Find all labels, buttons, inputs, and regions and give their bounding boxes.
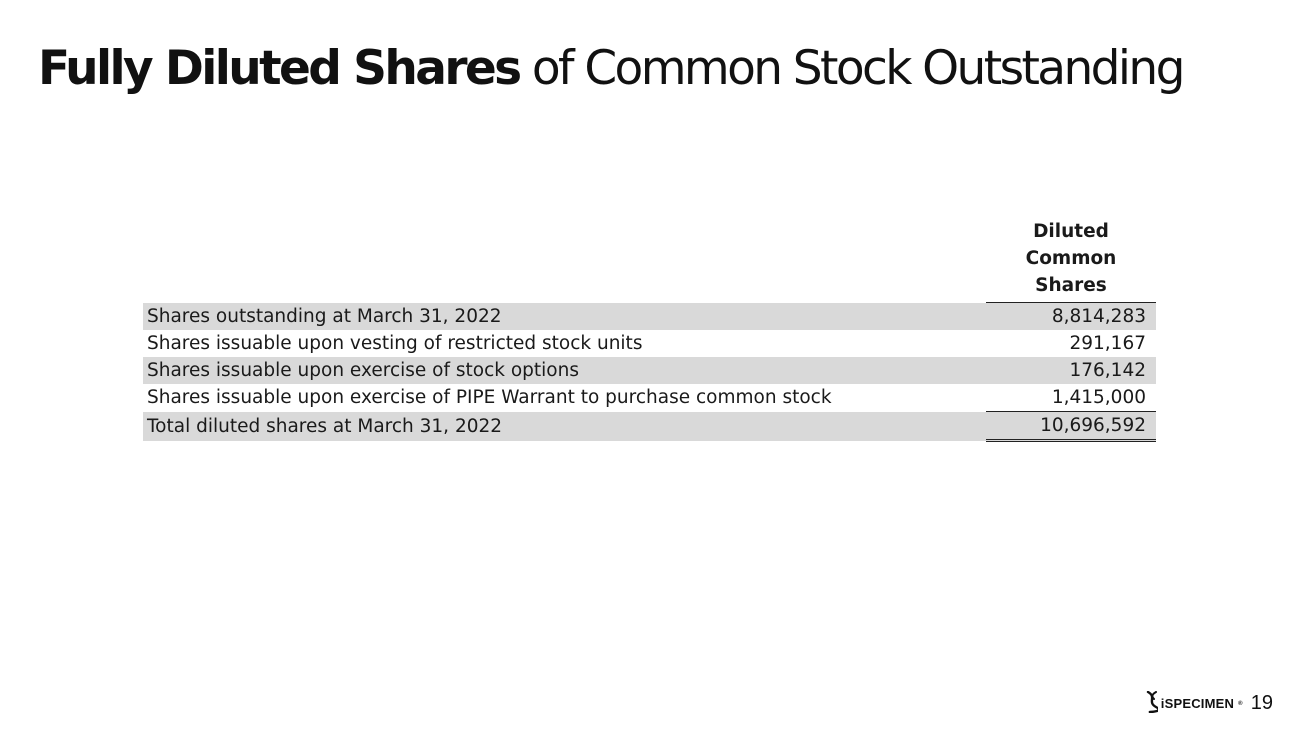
column-header-diluted-common-shares: Diluted Common Shares [986, 216, 1156, 303]
table-row-total: Total diluted shares at March 31, 2022 1… [143, 411, 1156, 442]
page-number: 19 [1250, 692, 1273, 714]
row-value: 176,142 [986, 357, 1156, 384]
row-label: Shares outstanding at March 31, 2022 [143, 302, 986, 330]
table-header-blank [143, 216, 986, 303]
row-label: Shares issuable upon exercise of stock o… [143, 357, 986, 384]
title-bold-part: Fully Diluted Shares [38, 41, 522, 96]
shares-table-container: Diluted Common Shares Shares outstanding… [143, 216, 1156, 442]
table-row-shares-outstanding: Shares outstanding at March 31, 2022 8,8… [143, 302, 1156, 330]
row-label: Shares issuable upon vesting of restrict… [147, 333, 643, 354]
row-label: Total diluted shares at March 31, 2022 [143, 411, 986, 441]
logo-text: iSPECIMEN [1160, 696, 1235, 711]
row-value: 8,814,283 [986, 302, 1156, 330]
table-row-restricted-stock-units: Shares issuable upon vesting of restrict… [143, 330, 1156, 357]
title-normal-part: of Common Stock Outstanding [519, 41, 1186, 96]
row-value: 1,415,000 [986, 384, 1156, 412]
table-row-stock-options: Shares issuable upon exercise of stock o… [143, 357, 1156, 384]
logo-registered-mark: ® [1238, 700, 1243, 707]
row-value: 10,696,592 [986, 411, 1156, 442]
table-header-row: Diluted Common Shares [143, 216, 1156, 303]
dna-helix-icon [1146, 690, 1160, 716]
slide-footer: iSPECIMEN ® 19 [1146, 690, 1273, 716]
diluted-shares-table: Diluted Common Shares Shares outstanding… [143, 216, 1156, 442]
row-label: Shares issuable upon exercise of PIPE Wa… [147, 387, 832, 409]
table-row-pipe-warrant: Shares issuable upon exercise of PIPE Wa… [143, 384, 1156, 412]
page-title: Fully Diluted Shares of Common Stock Out… [38, 40, 1186, 98]
row-value: 291,167 [1069, 333, 1146, 354]
ispecimen-logo: iSPECIMEN ® [1146, 690, 1243, 716]
